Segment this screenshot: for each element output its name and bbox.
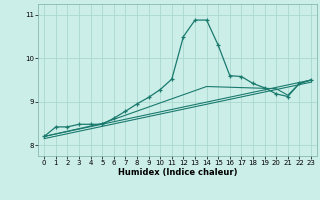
X-axis label: Humidex (Indice chaleur): Humidex (Indice chaleur) [118,168,237,177]
